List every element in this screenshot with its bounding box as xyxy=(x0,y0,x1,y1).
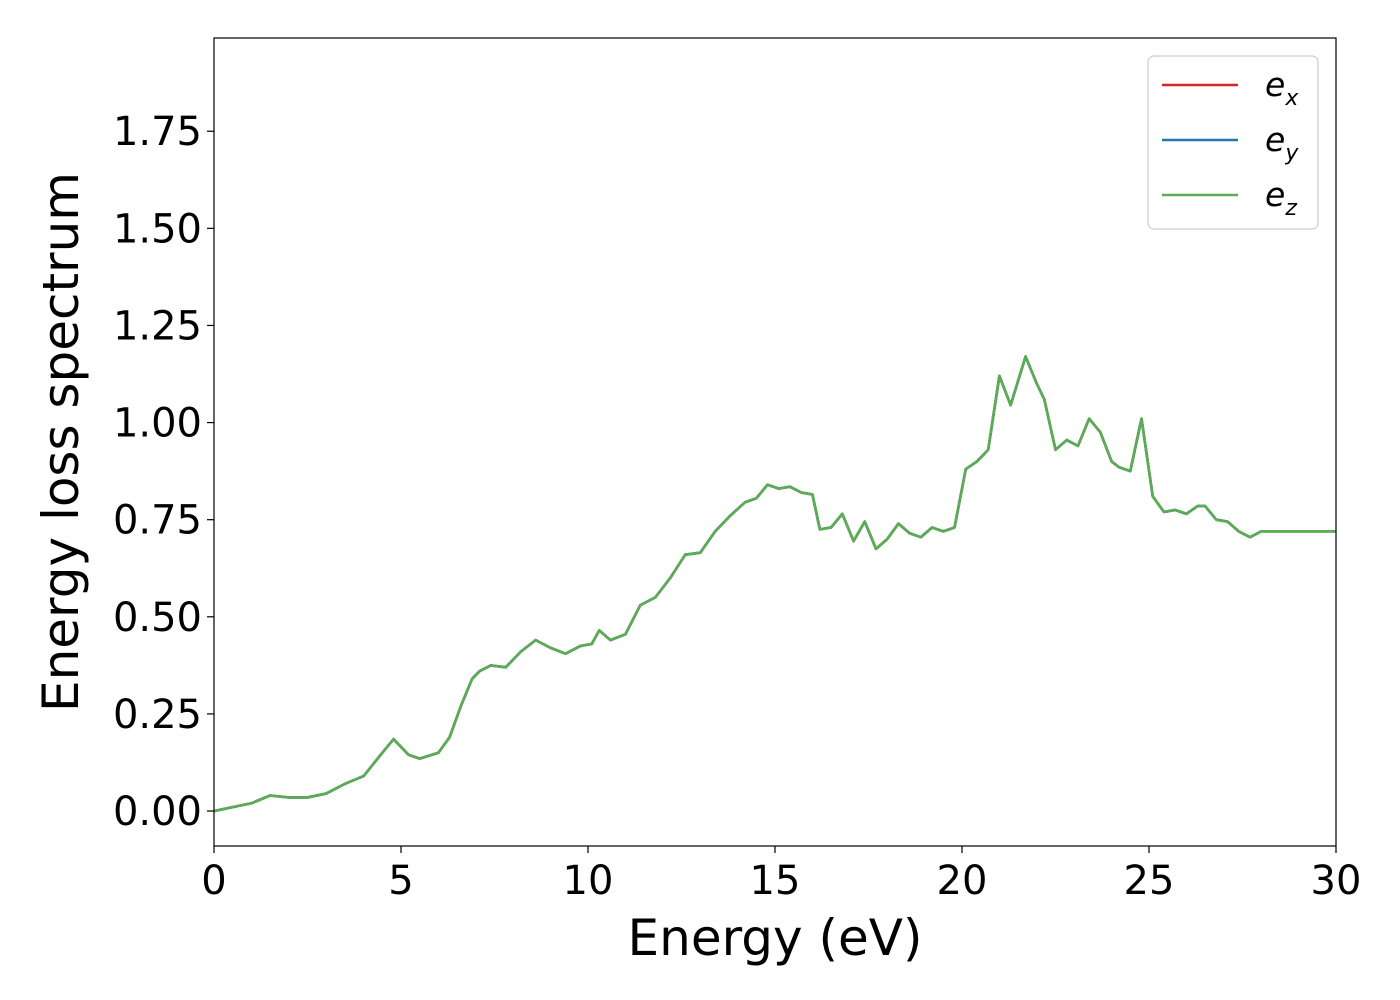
x-tick-label: 25 xyxy=(1124,858,1175,904)
y-tick-label: 0.00 xyxy=(113,789,202,835)
x-tick-label: 5 xyxy=(388,858,413,904)
y-tick-label: 1.00 xyxy=(113,401,202,447)
y-axis-title: Energy loss spectrum xyxy=(32,172,90,712)
x-axis-ticks: 0 5 10 15 20 25 30 xyxy=(201,846,1361,904)
series-layer xyxy=(213,355,1336,813)
series-line-z xyxy=(213,355,1336,813)
legend-box xyxy=(1147,55,1319,230)
y-tick-label: 0.25 xyxy=(113,692,202,738)
x-tick-label: 15 xyxy=(750,858,801,904)
y-tick-label: 0.75 xyxy=(113,498,202,544)
x-tick-label: 20 xyxy=(937,858,988,904)
legend: ex ey ez xyxy=(1147,55,1319,230)
y-tick-label: 1.75 xyxy=(113,109,202,155)
x-tick-label: 10 xyxy=(563,858,614,904)
x-axis-title: Energy (eV) xyxy=(628,909,923,967)
legend-label-z: ez xyxy=(1265,175,1297,221)
y-tick-label: 1.25 xyxy=(113,303,202,349)
x-tick-label: 30 xyxy=(1311,858,1362,904)
y-tick-label: 0.50 xyxy=(113,595,202,641)
y-axis-ticks: 0.00 0.25 0.50 0.75 1.00 1.25 1.50 1.75 xyxy=(113,109,214,835)
y-tick-label: 1.50 xyxy=(113,206,202,252)
x-tick-label: 0 xyxy=(201,858,226,904)
legend-label-y: ey xyxy=(1265,120,1299,166)
legend-label-x: ex xyxy=(1265,65,1299,111)
